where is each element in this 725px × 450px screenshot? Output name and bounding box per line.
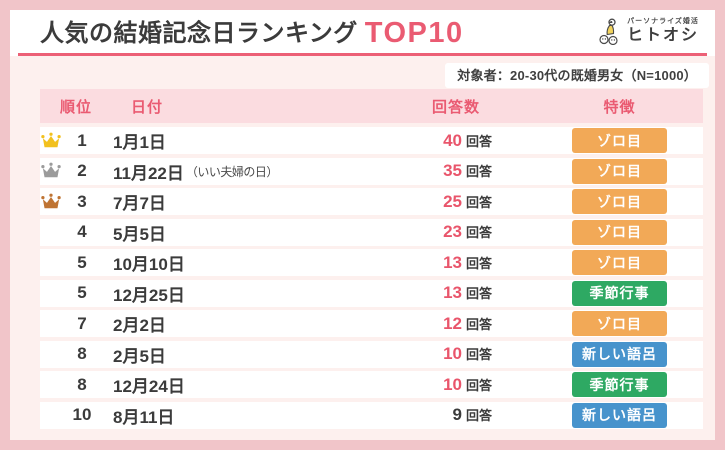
date-value: 10月10日 [113,255,185,274]
table-row: 7 2月2日 12 回答 ゾロ目 [40,310,703,337]
brand-tagline: パーソナライズ婚活 [627,17,699,25]
date-value: 2月5日 [113,346,166,366]
response-count-number: 13 [443,283,462,302]
rank-value: 5 [77,283,87,302]
survey-target-note: 対象者：20-30代の既婚男女（N=1000） [445,63,709,88]
feature-badge: 新しい語呂 [572,341,667,367]
date-value: 8月11日 [113,407,175,427]
response-count-suffix: 回答 [465,347,492,362]
response-count-number: 25 [443,191,462,211]
table-row: 5 12月25日 13 回答 季節行事 [40,279,703,307]
response-count-number: 10 [443,374,462,394]
feature-badge: ゾロ目 [572,219,667,245]
response-count-number: 12 [443,313,462,333]
brand-logo: パーソナライズ婚活 ヒトオシ [598,18,699,46]
response-count-number: 13 [443,252,462,272]
subtitle-row: 対象者：20-30代の既婚男女（N=1000） [40,63,709,88]
page-title: 人気の結婚記念日ランキング TOP10 [40,13,464,50]
gold-crown-icon [41,132,61,147]
page-title-accent: TOP10 [364,17,464,49]
rank-value: 4 [77,222,87,241]
column-header-feature: 特徴 [603,98,636,116]
response-count-suffix: 回答 [465,194,492,210]
content-area: 対象者：20-30代の既婚男女（N=1000） 順位 日付 回答数 特徴 1 1… [10,56,715,440]
date-value: 12月24日 [113,377,185,396]
table-row: 5 10月10日 13 回答 ゾロ目 [40,249,703,276]
feature-badge: 季節行事 [572,280,667,306]
column-header-rank: 順位 [59,98,92,116]
person-pushing-mascot-icon [599,18,618,45]
response-count-number: 35 [443,161,462,180]
date-value: 11月22日 [113,163,184,183]
rank-value: 8 [77,344,87,363]
date-value: 5月5日 [113,224,166,244]
table-row: 10 8月11日 9 回答 新しい語呂 [40,401,703,429]
rank-value: 8 [77,374,87,394]
rank-value: 10 [72,405,92,424]
brand-name: ヒトオシ [626,27,699,45]
response-count-suffix: 回答 [465,377,492,393]
response-count-suffix: 回答 [465,133,492,149]
title-bar: 人気の結婚記念日ランキング TOP10 パーソナライズ婚活 ヒトオシ [10,10,715,53]
feature-badge: ゾロ目 [572,189,667,214]
feature-badge: ゾロ目 [572,128,667,153]
rank-value: 3 [77,191,87,211]
rank-value: 5 [77,252,87,272]
table-row: 8 2月5日 10 回答 新しい語呂 [40,340,703,368]
table-header-row: 順位 日付 回答数 特徴 [40,89,703,123]
response-count-number: 40 [443,130,462,150]
response-count-number: 23 [443,222,462,241]
response-count-suffix: 回答 [465,255,492,271]
bronze-crown-icon [41,193,61,208]
silver-crown-icon [41,162,61,178]
table-row: 4 5月5日 23 回答 ゾロ目 [40,218,703,246]
column-header-date: 日付 [131,98,164,116]
response-count-number: 10 [443,344,462,363]
column-header-count: 回答数 [431,98,480,116]
feature-badge: 季節行事 [572,372,667,397]
table-row: 8 12月24日 10 回答 季節行事 [40,371,703,398]
response-count-suffix: 回答 [465,286,492,301]
feature-badge: 新しい語呂 [572,402,667,428]
rank-value: 2 [77,161,87,180]
infographic-card: 人気の結婚記念日ランキング TOP10 パーソナライズ婚活 ヒトオシ 対象者：20… [10,10,715,440]
brand-logo-text: パーソナライズ婚活 ヒトオシ [627,18,699,46]
ranking-table: 順位 日付 回答数 特徴 1 1月1日 40 回答 ゾロ目 2 11月22日 （いい… [40,89,703,429]
feature-badge: ゾロ目 [572,158,667,184]
feature-badge: ゾロ目 [572,311,667,336]
table-row: 1 1月1日 40 回答 ゾロ目 [40,127,703,154]
response-count-number: 9 [452,405,462,424]
date-value: 7月7日 [113,194,166,213]
table-row: 2 11月22日 （いい夫婦の日） 35 回答 ゾロ目 [40,157,703,185]
date-value: 2月2日 [113,316,166,335]
date-note: （いい夫婦の日） [185,164,279,179]
feature-badge: ゾロ目 [572,250,667,275]
page-title-main: 人気の結婚記念日ランキング [40,20,358,47]
date-value: 1月1日 [113,133,166,152]
response-count-suffix: 回答 [465,316,492,332]
response-count-suffix: 回答 [465,164,492,179]
table-row: 3 7月7日 25 回答 ゾロ目 [40,188,703,215]
response-count-suffix: 回答 [465,408,492,423]
rank-value: 1 [77,130,87,150]
response-count-suffix: 回答 [465,225,492,240]
rank-value: 7 [77,313,87,333]
title-underline [18,53,707,56]
date-value: 12月25日 [113,285,185,305]
